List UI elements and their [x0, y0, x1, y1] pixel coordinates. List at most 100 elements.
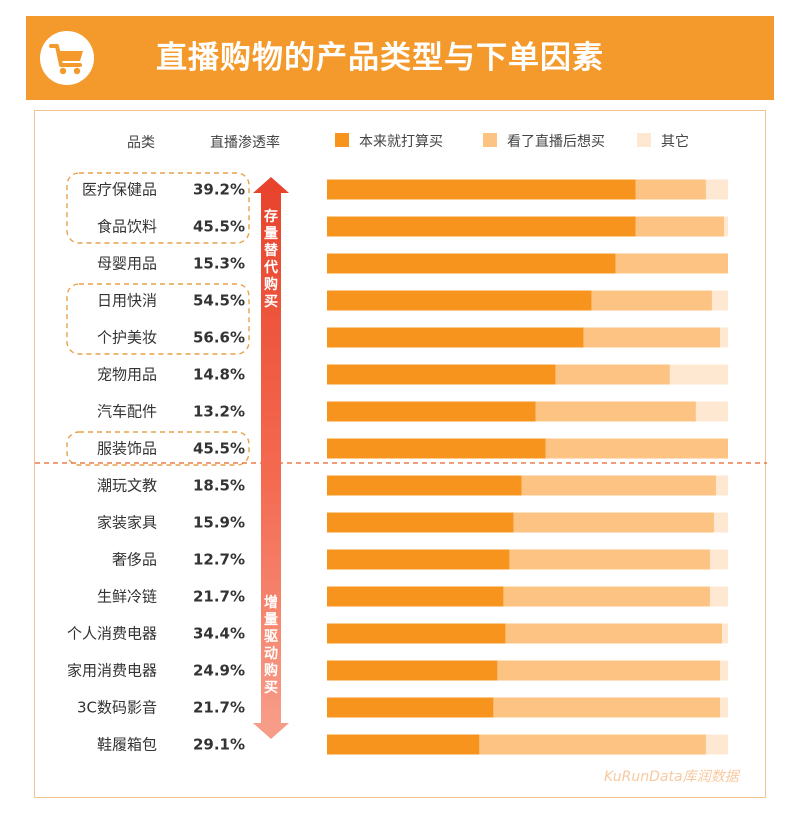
- title-banner: 直播购物的产品类型与下单因素: [26, 16, 774, 100]
- penetration-column-header: 直播渗透率: [210, 134, 280, 151]
- bar-segment-1: [327, 512, 514, 533]
- annotation-char: 增: [264, 594, 278, 611]
- bar-segment-2: [635, 179, 706, 200]
- bar-segment-2: [635, 216, 724, 237]
- penetration-value: 21.7%: [193, 699, 245, 717]
- annotation-char: 动: [264, 645, 278, 662]
- chart-row: 个人消费电器 34.4%: [67, 623, 728, 644]
- chart-rows: 医疗保健品 39.2% 食品饮料 45.5% 母婴用品 15.3% 日用快消 54.5% 个护美…: [67, 179, 728, 755]
- chart-row: 日用快消 54.5%: [97, 290, 728, 311]
- category-label: 个护美妆: [97, 329, 157, 347]
- bar-segment-1: [327, 253, 616, 274]
- watermark: KuRunData库润数据: [604, 769, 739, 785]
- category-label: 母婴用品: [97, 255, 157, 273]
- legend-swatch-2: [483, 133, 497, 147]
- penetration-value: 15.3%: [193, 255, 245, 273]
- category-label: 家用消费电器: [67, 662, 157, 680]
- category-column-header: 品类: [127, 135, 155, 151]
- bar-segment-1: [327, 364, 556, 385]
- page-title: 直播购物的产品类型与下单因素: [156, 40, 604, 76]
- bar-segment-1: [327, 697, 494, 718]
- legend-label-1: 本来就打算买: [359, 133, 443, 150]
- highlight-box: [66, 431, 250, 466]
- penetration-value: 18.5%: [193, 477, 245, 495]
- annotation-char: 买: [264, 680, 278, 696]
- annotation-char: 买: [264, 294, 278, 310]
- bar-segment-2: [615, 253, 728, 274]
- bar-segment-3: [705, 179, 728, 200]
- bar-segment-3: [709, 549, 728, 570]
- bar-segment-2: [493, 697, 720, 718]
- legend: 本来就打算买 看了直播后想买 其它: [335, 133, 689, 150]
- penetration-value: 45.5%: [193, 218, 245, 236]
- annotation-char: 购: [264, 276, 278, 293]
- category-label: 日用快消: [97, 292, 157, 310]
- legend-label-3: 其它: [661, 133, 689, 150]
- bar-segment-2: [513, 512, 714, 533]
- penetration-value: 15.9%: [193, 514, 245, 532]
- bar-segment-1: [327, 438, 546, 459]
- chart-row: 医疗保健品 39.2%: [82, 179, 728, 200]
- shopping-cart-icon: [49, 44, 83, 75]
- category-label: 汽车配件: [97, 403, 157, 421]
- category-label: 食品饮料: [97, 218, 157, 236]
- category-label: 医疗保健品: [82, 181, 157, 199]
- penetration-value: 39.2%: [193, 181, 245, 199]
- penetration-value: 12.7%: [193, 551, 245, 569]
- bar-segment-3: [695, 401, 728, 422]
- chart-row: 生鲜冷链 21.7%: [97, 586, 728, 607]
- bar-segment-2: [497, 660, 720, 681]
- chart-row: 母婴用品 15.3%: [97, 253, 728, 274]
- highlight-boxes: [66, 172, 250, 466]
- annotation-char: 存: [264, 208, 278, 225]
- bar-segment-3: [709, 586, 728, 607]
- bar-segment-2: [535, 401, 696, 422]
- group-arrow: [253, 177, 289, 739]
- bar-segment-3: [719, 697, 728, 718]
- annotation-char: 驱: [264, 629, 278, 645]
- penetration-value: 24.9%: [193, 662, 245, 680]
- bar-segment-2: [545, 438, 728, 459]
- highlight-box: [66, 283, 250, 355]
- penetration-value: 21.7%: [193, 588, 245, 606]
- bar-segment-3: [669, 364, 728, 385]
- bar-segment-1: [327, 549, 510, 570]
- chart-row: 家装家具 15.9%: [97, 512, 728, 533]
- bar-segment-3: [715, 475, 728, 496]
- penetration-value: 56.6%: [193, 329, 245, 347]
- category-label: 生鲜冷链: [97, 588, 157, 606]
- bar-segment-1: [327, 179, 636, 200]
- category-label: 宠物用品: [97, 366, 157, 384]
- penetration-value: 14.8%: [193, 366, 245, 384]
- chart-row: 宠物用品 14.8%: [97, 364, 728, 385]
- chart-panel: 品类 直播渗透率 本来就打算买 看了直播后想买 其它 医疗保健品 39.2% 食品饮料 4…: [34, 110, 767, 798]
- bar-segment-3: [711, 290, 728, 311]
- highlight-box: [66, 172, 250, 244]
- category-label: 服装饰品: [97, 440, 157, 458]
- chart-row: 家用消费电器 24.9%: [67, 660, 728, 681]
- annotation-char: 替: [264, 242, 279, 259]
- chart-row: 3C数码影音 21.7%: [77, 697, 728, 718]
- bar-segment-1: [327, 290, 592, 311]
- chart-row: 汽车配件 13.2%: [97, 401, 728, 422]
- bar-segment-1: [327, 327, 584, 348]
- category-label: 个人消费电器: [67, 625, 157, 643]
- bar-segment-1: [327, 401, 536, 422]
- bar-segment-2: [555, 364, 670, 385]
- bar-segment-2: [503, 586, 710, 607]
- bar-segment-1: [327, 734, 480, 755]
- legend-swatch-1: [335, 133, 349, 147]
- bar-segment-2: [583, 327, 720, 348]
- category-label: 潮玩文教: [97, 477, 157, 495]
- chart-row: 奢侈品 12.7%: [112, 549, 728, 570]
- bar-segment-2: [479, 734, 706, 755]
- bar-segment-2: [509, 549, 710, 570]
- annotation-char: 代: [263, 259, 278, 276]
- category-label: 鞋履箱包: [97, 736, 157, 754]
- bar-segment-2: [505, 623, 722, 644]
- bar-segment-1: [327, 216, 636, 237]
- stacked-bar-chart: 品类 直播渗透率 本来就打算买 看了直播后想买 其它 医疗保健品 39.2% 食品饮料 4…: [35, 133, 767, 755]
- bar-segment-2: [521, 475, 716, 496]
- legend-label-2: 看了直播后想买: [507, 133, 605, 150]
